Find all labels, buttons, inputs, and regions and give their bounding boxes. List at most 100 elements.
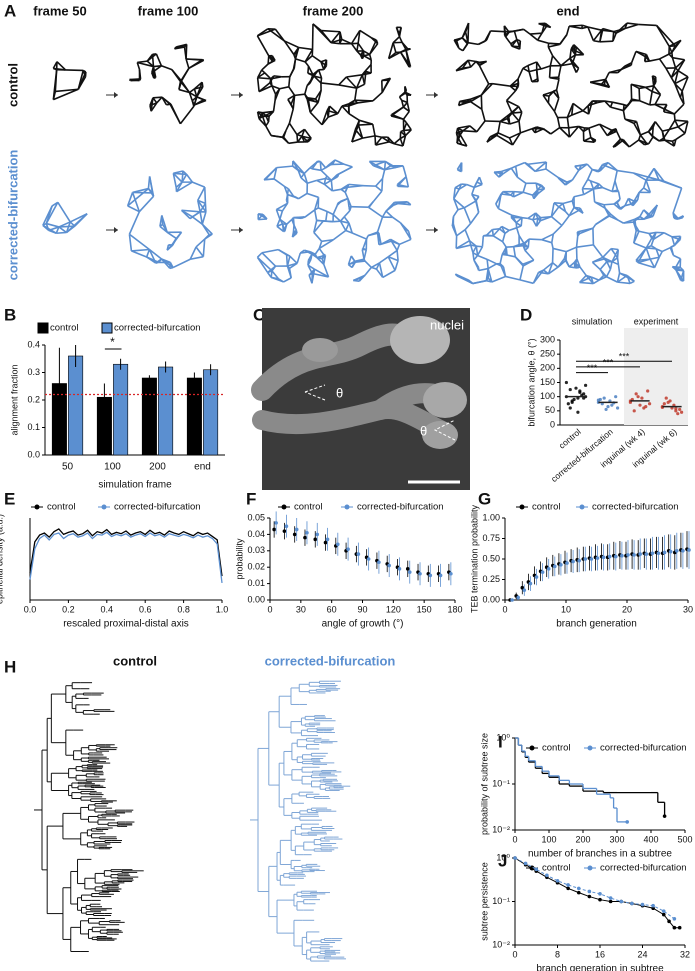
- network-branch: [364, 64, 372, 72]
- network-branch: [490, 30, 506, 33]
- network-branch: [56, 61, 67, 71]
- network-branch: [568, 125, 579, 129]
- network-branch: [553, 202, 560, 208]
- y-axis-title: bifurcation angle, θ (°): [526, 338, 536, 426]
- network-branch: [538, 22, 547, 28]
- data-point: [651, 903, 655, 908]
- network-branch: [381, 169, 386, 179]
- y-axis-title: TEB termination probability: [469, 504, 479, 613]
- network-branch: [281, 136, 290, 144]
- network-branch: [538, 271, 549, 275]
- network-branch: [354, 99, 373, 102]
- network-branch: [590, 81, 605, 86]
- network-branch: [654, 121, 664, 132]
- network-branch: [673, 254, 681, 260]
- network-branch: [398, 96, 403, 101]
- network-branch: [356, 83, 365, 89]
- network-branch: [647, 131, 654, 137]
- y-axis-title: epithelial density (a.u.): [0, 514, 4, 604]
- network-branch: [540, 65, 551, 70]
- y-tick-label: 10⁻²: [492, 939, 510, 949]
- network-branch: [630, 83, 646, 89]
- network-branch: [469, 244, 474, 253]
- network-branch: [582, 110, 590, 115]
- network-branch: [189, 91, 198, 98]
- network-branch: [172, 258, 191, 269]
- network-branch: [339, 216, 345, 222]
- y-tick-label: 0.25: [482, 574, 500, 584]
- panel-label: A: [4, 1, 16, 20]
- network-branch: [670, 67, 677, 78]
- data-point: [520, 585, 525, 590]
- network-branch: [628, 197, 635, 202]
- data-point: [662, 814, 667, 818]
- network-branch: [626, 98, 633, 107]
- network-branch: [570, 48, 584, 56]
- network-branch: [463, 200, 477, 209]
- network-branch: [396, 250, 399, 261]
- network-branch: [316, 254, 326, 259]
- network-branch: [381, 77, 392, 93]
- network-branch: [587, 101, 598, 107]
- network-branch: [160, 258, 171, 269]
- network-branch: [340, 186, 348, 191]
- data-point: [282, 529, 287, 533]
- network-branch: [497, 121, 501, 133]
- network-branch: [371, 124, 376, 137]
- network-branch: [611, 260, 619, 266]
- network-branch: [586, 169, 593, 180]
- network-branch: [674, 83, 682, 98]
- network-branch: [156, 96, 163, 104]
- network-branch: [605, 268, 612, 278]
- network-branch: [603, 203, 615, 206]
- network-branch: [393, 137, 401, 145]
- network-branch: [272, 100, 276, 112]
- network-branch: [356, 43, 359, 52]
- network-branch: [351, 124, 360, 143]
- y-axis-title: subtree persistence: [479, 862, 489, 941]
- network-branch: [597, 164, 604, 173]
- y-tick-label: 0.00: [247, 594, 265, 604]
- network-branch: [309, 111, 323, 126]
- x-tick-label: 30: [683, 604, 693, 614]
- significance-label: ***: [603, 357, 614, 367]
- network-branch: [628, 139, 640, 148]
- network-branch: [281, 202, 289, 212]
- series-line: [514, 857, 675, 920]
- bud: [302, 338, 338, 362]
- network-branch: [633, 191, 640, 202]
- data-point: [604, 407, 608, 412]
- network-branch: [550, 202, 555, 217]
- legend-swatch: [37, 322, 49, 334]
- network-branch: [256, 256, 273, 272]
- network-branch: [387, 136, 395, 145]
- angle-guide: [433, 419, 456, 441]
- network-branch: [587, 26, 595, 42]
- network-branch: [186, 58, 204, 62]
- network-branch: [681, 76, 689, 92]
- network-branch: [456, 229, 466, 237]
- network-branch: [470, 60, 477, 68]
- network-branch: [345, 76, 358, 89]
- network-branch: [638, 86, 646, 90]
- network-branch: [362, 135, 376, 139]
- network-branch: [306, 192, 319, 199]
- network-branch: [509, 120, 520, 125]
- network-branch: [405, 49, 412, 67]
- network-branch: [271, 134, 284, 139]
- network-branch: [52, 61, 58, 69]
- network-branch: [271, 85, 280, 90]
- network-branch: [285, 122, 291, 132]
- data-point: [662, 402, 666, 406]
- network-branch: [276, 165, 293, 169]
- network-branch: [592, 258, 605, 264]
- network-branch: [480, 83, 494, 96]
- network-branch: [354, 119, 361, 130]
- network-branch: [604, 100, 613, 103]
- network-branch: [522, 259, 535, 267]
- data-point: [596, 398, 601, 402]
- y-tick-label: 0: [550, 419, 555, 429]
- network-branch: [309, 161, 318, 169]
- network-branch: [672, 187, 683, 214]
- network-branch: [471, 193, 480, 198]
